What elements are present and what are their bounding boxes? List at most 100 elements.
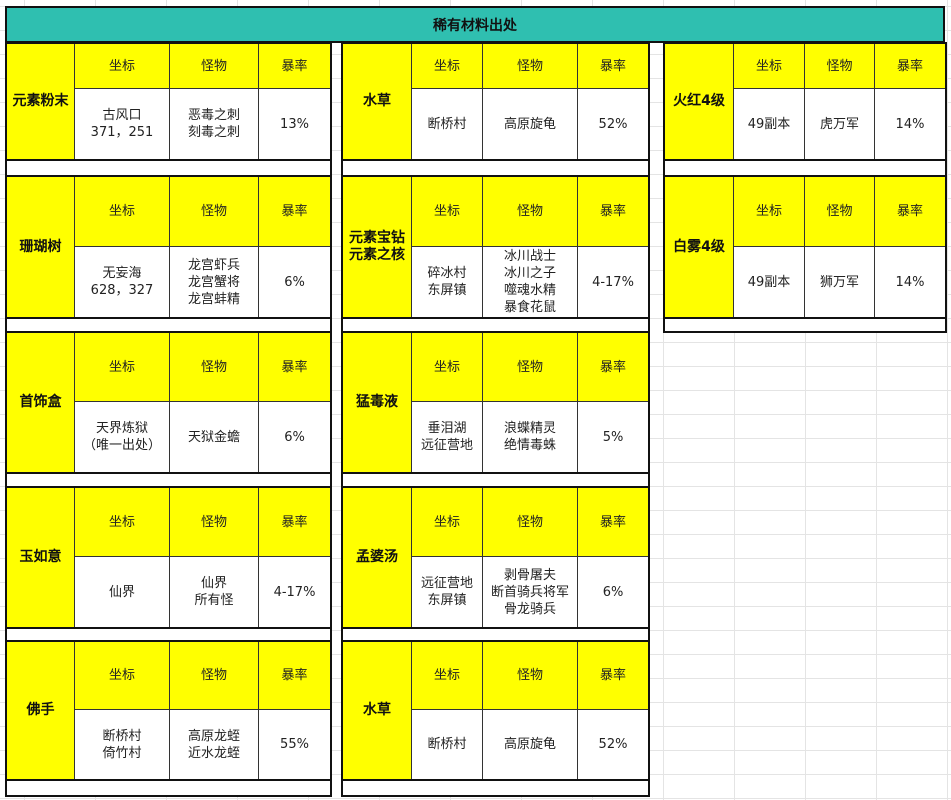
header-rate[interactable]: 暴率: [875, 177, 945, 247]
material-name[interactable]: 水草: [343, 44, 412, 159]
material-name[interactable]: 元素宝钻 元素之核: [343, 177, 412, 317]
header-monster[interactable]: 怪物: [483, 642, 578, 710]
cell-rate[interactable]: 6%: [284, 429, 305, 445]
header-coord[interactable]: 坐标: [734, 44, 805, 89]
header-monster[interactable]: 怪物: [170, 642, 259, 710]
header-coord[interactable]: 坐标: [412, 642, 483, 710]
header-coord[interactable]: 坐标: [75, 488, 170, 557]
header-monster[interactable]: 怪物: [170, 488, 259, 557]
cell-monster[interactable]: 仙界 所有怪: [170, 557, 259, 627]
cell-rate[interactable]: 5%: [602, 429, 624, 445]
cell-coord[interactable]: 断桥村: [412, 710, 483, 779]
header-monster[interactable]: 怪物: [805, 177, 875, 247]
cell-rate[interactable]: 6%: [284, 274, 305, 290]
material-table: 首饰盒 坐标 怪物 暴率天界炼狱 （唯一出处） 天狱金蟾 6%: [5, 331, 332, 488]
header-rate[interactable]: 暴率: [259, 488, 330, 557]
cell-coord[interactable]: 仙界: [75, 557, 170, 627]
material-name[interactable]: 水草: [343, 642, 412, 779]
spacer-row: [343, 779, 648, 795]
header-monster[interactable]: 怪物: [805, 44, 875, 89]
cell-monster[interactable]: 冰川战士 冰川之子 噬魂水精 暴食花鼠: [483, 247, 578, 317]
cell-rate[interactable]: 14%: [895, 116, 925, 132]
header-rate[interactable]: 暴率: [259, 177, 330, 247]
spacer-row: [665, 159, 945, 175]
cell-coord[interactable]: 断桥村 倚竹村: [75, 710, 170, 779]
cell-rate[interactable]: 52%: [598, 737, 628, 752]
material-name[interactable]: 火红4级: [665, 44, 734, 159]
cell-coord[interactable]: 无妄海 628，327: [75, 247, 170, 317]
material-name[interactable]: 佛手: [7, 642, 75, 779]
cell-monster[interactable]: 高原旋龟: [483, 710, 578, 779]
material-name[interactable]: 珊瑚树: [7, 177, 75, 317]
cell-monster[interactable]: 狮万军: [805, 247, 875, 317]
header-monster[interactable]: 怪物: [483, 488, 578, 557]
cell-coord[interactable]: 49副本: [734, 247, 805, 317]
material-table: 火红4级 坐标 怪物 暴率 49副本 虎万军 14%: [663, 42, 947, 177]
cell-rate[interactable]: 6%: [602, 584, 624, 600]
header-rate[interactable]: 暴率: [578, 177, 648, 247]
material-table: 孟婆汤 坐标 怪物 暴率远征营地 东屏镇 剥骨屠夫 断首骑兵将军 骨龙骑兵 6%: [341, 486, 650, 642]
sheet-title: 稀有材料出处: [5, 6, 945, 43]
cell-rate[interactable]: 4-17%: [273, 584, 316, 600]
header-rate[interactable]: 暴率: [259, 333, 330, 402]
header-coord[interactable]: 坐标: [75, 642, 170, 710]
cell-rate[interactable]: 14%: [895, 274, 925, 290]
material-name[interactable]: 白雾4级: [665, 177, 734, 317]
header-monster[interactable]: 怪物: [483, 44, 578, 89]
cell-coord[interactable]: 天界炼狱 （唯一出处）: [75, 402, 170, 472]
material-table: 元素粉末 坐标 怪物 暴率古风口 371，251 恶毒之刺 刻毒之刺 13%: [5, 42, 332, 177]
material-name[interactable]: 猛毒液: [343, 333, 412, 472]
header-coord[interactable]: 坐标: [75, 333, 170, 402]
header-rate[interactable]: 暴率: [875, 44, 945, 89]
cell-rate[interactable]: 55%: [280, 737, 309, 752]
header-coord[interactable]: 坐标: [412, 333, 483, 402]
header-coord[interactable]: 坐标: [75, 177, 170, 247]
cell-monster[interactable]: 龙宫虾兵 龙宫蟹将 龙宫蚌精: [170, 247, 259, 317]
material-name[interactable]: 孟婆汤: [343, 488, 412, 627]
cell-monster[interactable]: 高原旋龟: [483, 89, 578, 159]
cell-coord[interactable]: 碎冰村 东屏镇: [412, 247, 483, 317]
header-coord[interactable]: 坐标: [734, 177, 805, 247]
cell-coord[interactable]: 远征营地 东屏镇: [412, 557, 483, 627]
header-rate[interactable]: 暴率: [578, 333, 648, 402]
header-monster[interactable]: 怪物: [483, 333, 578, 402]
header-rate[interactable]: 暴率: [578, 488, 648, 557]
header-coord[interactable]: 坐标: [75, 44, 170, 89]
header-monster[interactable]: 怪物: [483, 177, 578, 247]
material-table: 白雾4级 坐标 怪物 暴率 49副本 狮万军 14%: [663, 175, 947, 333]
material-table: 元素宝钻 元素之核 坐标 怪物 暴率碎冰村 东屏镇 冰川战士 冰川之子 噬魂水精 暴食花…: [341, 175, 650, 333]
material-table: 佛手 坐标 怪物 暴率断桥村 倚竹村 高原龙蛭 近水龙蛭 55%: [5, 640, 332, 797]
material-table: 珊瑚树 坐标 怪物 暴率无妄海 628，327 龙宫虾兵 龙宫蟹将 龙宫蚌精 6%: [5, 175, 332, 333]
spacer-row: [7, 627, 330, 640]
header-monster[interactable]: 怪物: [170, 333, 259, 402]
spacer-row: [343, 472, 648, 486]
material-name[interactable]: 元素粉末: [7, 44, 75, 159]
header-coord[interactable]: 坐标: [412, 488, 483, 557]
spacer-row: [343, 627, 648, 640]
header-monster[interactable]: 怪物: [170, 177, 259, 247]
header-coord[interactable]: 坐标: [412, 177, 483, 247]
spacer-row: [665, 317, 945, 331]
header-rate[interactable]: 暴率: [578, 44, 648, 89]
cell-monster[interactable]: 剥骨屠夫 断首骑兵将军 骨龙骑兵: [483, 557, 578, 627]
cell-monster[interactable]: 天狱金蟾: [170, 402, 259, 472]
header-monster[interactable]: 怪物: [170, 44, 259, 89]
cell-monster[interactable]: 浪蝶精灵 绝情毒蛛: [483, 402, 578, 472]
cell-rate[interactable]: 52%: [598, 116, 628, 132]
header-rate[interactable]: 暴率: [259, 44, 330, 89]
cell-rate[interactable]: 4-17%: [592, 274, 634, 290]
spacer-row: [7, 779, 330, 795]
cell-monster[interactable]: 恶毒之刺 刻毒之刺: [170, 89, 259, 159]
cell-coord[interactable]: 垂泪湖 远征营地: [412, 402, 483, 472]
cell-coord[interactable]: 古风口 371，251: [75, 89, 170, 159]
material-name[interactable]: 玉如意: [7, 488, 75, 627]
header-coord[interactable]: 坐标: [412, 44, 483, 89]
header-rate[interactable]: 暴率: [578, 642, 648, 710]
cell-coord[interactable]: 49副本: [734, 89, 805, 159]
cell-monster[interactable]: 虎万军: [805, 89, 875, 159]
material-name[interactable]: 首饰盒: [7, 333, 75, 472]
cell-coord[interactable]: 断桥村: [412, 89, 483, 159]
cell-rate[interactable]: 13%: [280, 116, 309, 132]
cell-monster[interactable]: 高原龙蛭 近水龙蛭: [170, 710, 259, 779]
header-rate[interactable]: 暴率: [259, 642, 330, 710]
